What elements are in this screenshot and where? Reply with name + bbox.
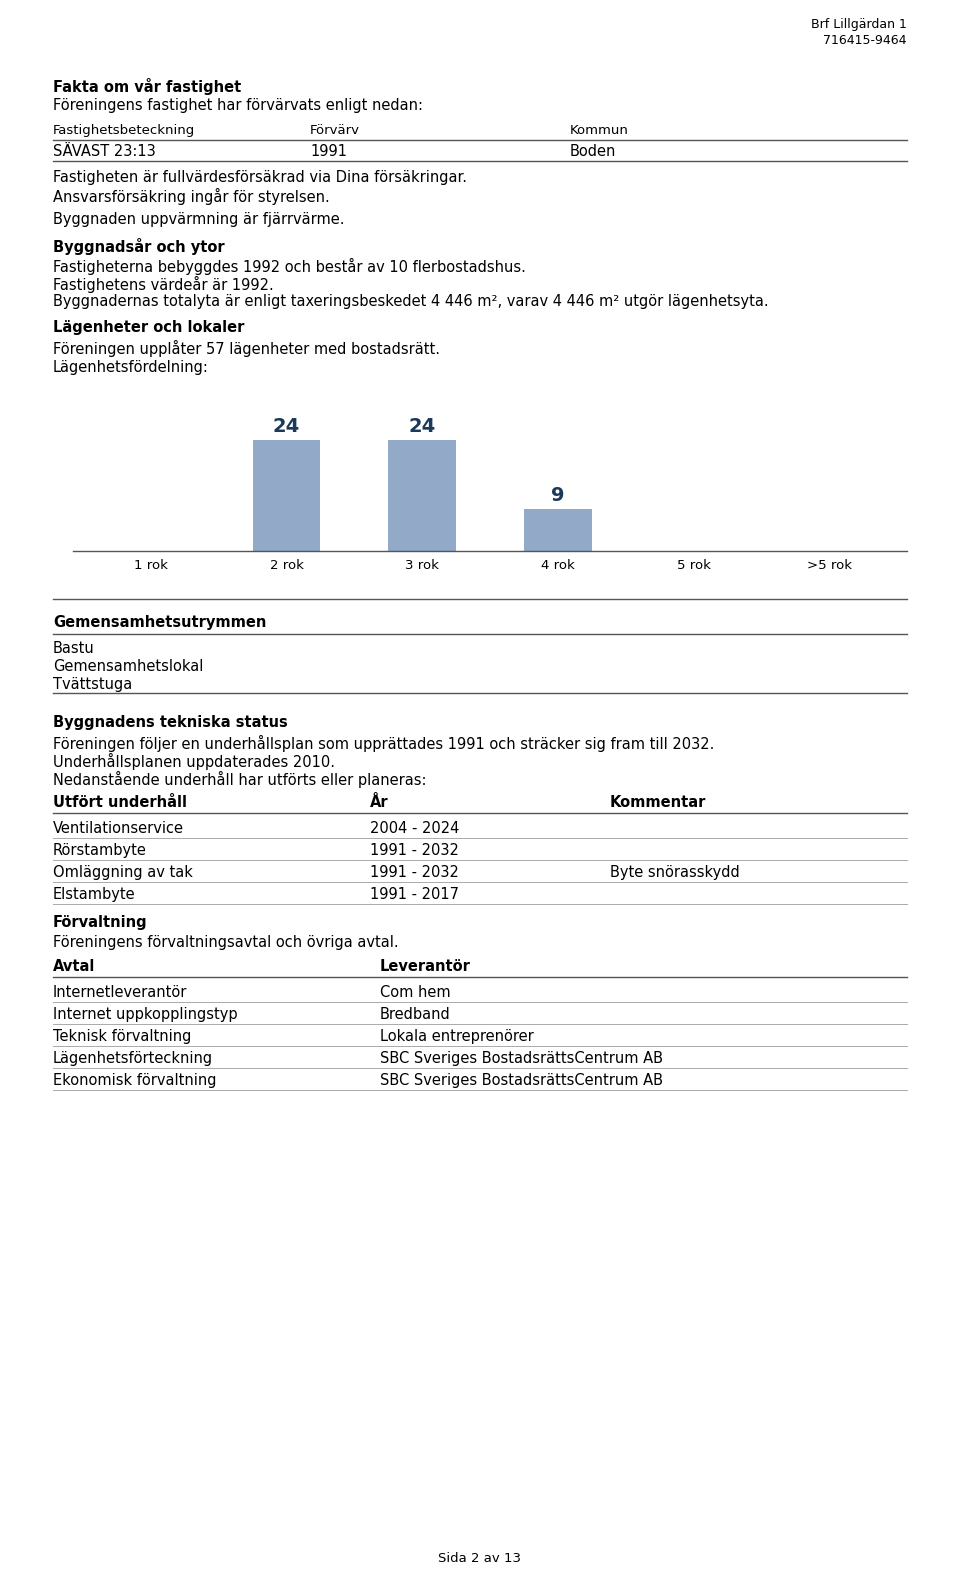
- Text: Byte snörasskydd: Byte snörasskydd: [610, 865, 740, 881]
- Text: Förvärv: Förvärv: [310, 124, 360, 136]
- Text: 716415-9464: 716415-9464: [824, 33, 907, 48]
- Text: Internet uppkopplingstyp: Internet uppkopplingstyp: [53, 1008, 238, 1022]
- Text: År: År: [370, 795, 389, 809]
- Text: 3 rok: 3 rok: [405, 559, 439, 571]
- Text: Teknisk förvaltning: Teknisk förvaltning: [53, 1028, 191, 1044]
- Text: 1 rok: 1 rok: [133, 559, 168, 571]
- Text: Föreningen upplåter 57 lägenheter med bostadsrätt.: Föreningen upplåter 57 lägenheter med bo…: [53, 340, 440, 357]
- Text: Lokala entreprenörer: Lokala entreprenörer: [380, 1028, 534, 1044]
- Text: SBC Sveriges BostadsrättsCentrum AB: SBC Sveriges BostadsrättsCentrum AB: [380, 1073, 663, 1089]
- Text: Rörstambyte: Rörstambyte: [53, 843, 147, 859]
- Text: Ekonomisk förvaltning: Ekonomisk förvaltning: [53, 1073, 217, 1089]
- Text: Underhållsplanen uppdaterades 2010.: Underhållsplanen uppdaterades 2010.: [53, 752, 335, 770]
- Text: SÄVAST 23:13: SÄVAST 23:13: [53, 144, 156, 159]
- Text: 1991 - 2017: 1991 - 2017: [370, 887, 459, 901]
- Text: Byggnadernas totalyta är enligt taxeringsbeskedet 4 446 m², varav 4 446 m² utgör: Byggnadernas totalyta är enligt taxering…: [53, 294, 769, 309]
- Text: Fastigheten är fullvärdesförsäkrad via Dina försäkringar.: Fastigheten är fullvärdesförsäkrad via D…: [53, 170, 467, 186]
- Text: Lägenhetsfördelning:: Lägenhetsfördelning:: [53, 360, 209, 375]
- Text: Gemensamhetslokal: Gemensamhetslokal: [53, 659, 204, 674]
- Text: Brf Lillgärdan 1: Brf Lillgärdan 1: [811, 17, 907, 32]
- Text: Kommentar: Kommentar: [610, 795, 707, 809]
- Text: Tvättstuga: Tvättstuga: [53, 678, 132, 692]
- Text: Kommun: Kommun: [570, 124, 629, 136]
- Text: Lägenheter och lokaler: Lägenheter och lokaler: [53, 321, 245, 335]
- Text: Omläggning av tak: Omläggning av tak: [53, 865, 193, 881]
- Text: Föreningens förvaltningsavtal och övriga avtal.: Föreningens förvaltningsavtal och övriga…: [53, 935, 398, 951]
- Text: 2 rok: 2 rok: [270, 559, 303, 571]
- Text: Föreningens fastighet har förvärvats enligt nedan:: Föreningens fastighet har förvärvats enl…: [53, 98, 423, 113]
- Text: Byggnadens tekniska status: Byggnadens tekniska status: [53, 716, 288, 730]
- Text: Fastighetens värdeår är 1992.: Fastighetens värdeår är 1992.: [53, 276, 274, 294]
- Text: 1991 - 2032: 1991 - 2032: [370, 843, 459, 859]
- Text: Bastu: Bastu: [53, 641, 95, 655]
- Text: Fakta om vår fastighet: Fakta om vår fastighet: [53, 78, 241, 95]
- Text: 24: 24: [409, 416, 436, 435]
- Text: 24: 24: [273, 416, 300, 435]
- Bar: [388, 440, 456, 551]
- Text: Avtal: Avtal: [53, 959, 95, 974]
- Text: Föreningen följer en underhållsplan som upprättades 1991 och sträcker sig fram t: Föreningen följer en underhållsplan som …: [53, 735, 714, 752]
- Text: Fastigheterna bebyggdes 1992 och består av 10 flerbostadshus.: Fastigheterna bebyggdes 1992 och består …: [53, 259, 526, 275]
- Text: Leverantör: Leverantör: [380, 959, 470, 974]
- Text: Utfört underhåll: Utfört underhåll: [53, 795, 187, 809]
- Text: Ansvarsförsäkring ingår för styrelsen.: Ansvarsförsäkring ingår för styrelsen.: [53, 187, 329, 205]
- Text: Elstambyte: Elstambyte: [53, 887, 135, 901]
- Text: Boden: Boden: [570, 144, 616, 159]
- Text: 1991: 1991: [310, 144, 347, 159]
- Text: Sida 2 av 13: Sida 2 av 13: [439, 1552, 521, 1565]
- Text: Ventilationservice: Ventilationservice: [53, 820, 184, 836]
- Text: Com hem: Com hem: [380, 986, 450, 1000]
- Bar: [252, 440, 321, 551]
- Text: Bredband: Bredband: [380, 1008, 451, 1022]
- Text: >5 rok: >5 rok: [806, 559, 852, 571]
- Text: 1991 - 2032: 1991 - 2032: [370, 865, 459, 881]
- Bar: [524, 509, 591, 551]
- Text: Fastighetsbeteckning: Fastighetsbeteckning: [53, 124, 195, 136]
- Text: Förvaltning: Förvaltning: [53, 916, 148, 930]
- Text: 9: 9: [551, 486, 564, 505]
- Text: SBC Sveriges BostadsrättsCentrum AB: SBC Sveriges BostadsrättsCentrum AB: [380, 1051, 663, 1066]
- Text: Nedanstående underhåll har utförts eller planeras:: Nedanstående underhåll har utförts eller…: [53, 771, 426, 789]
- Text: 2004 - 2024: 2004 - 2024: [370, 820, 460, 836]
- Text: Internetleverantör: Internetleverantör: [53, 986, 187, 1000]
- Text: Byggnadsår och ytor: Byggnadsår och ytor: [53, 238, 225, 256]
- Text: Byggnaden uppvärmning är fjärrvärme.: Byggnaden uppvärmning är fjärrvärme.: [53, 213, 345, 227]
- Text: 4 rok: 4 rok: [540, 559, 575, 571]
- Text: 5 rok: 5 rok: [677, 559, 710, 571]
- Text: Lägenhetsförteckning: Lägenhetsförteckning: [53, 1051, 213, 1066]
- Text: Gemensamhetsutrymmen: Gemensamhetsutrymmen: [53, 616, 266, 630]
